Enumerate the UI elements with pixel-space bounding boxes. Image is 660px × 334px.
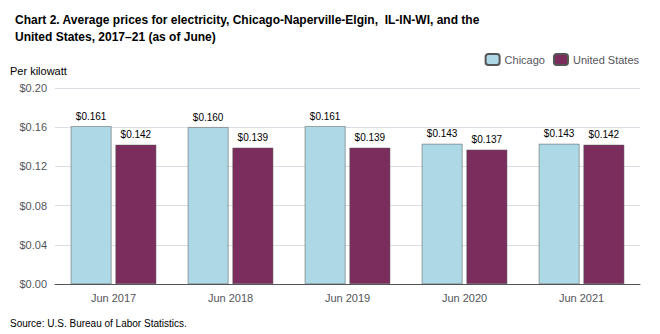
svg-text:United States: United States [573,54,640,66]
svg-text:$0.161: $0.161 [76,111,107,122]
svg-text:$0.160: $0.160 [193,112,224,123]
svg-text:United States, 2017–21 (as of: United States, 2017–21 (as of June) [15,30,216,44]
svg-text:Jun 2017: Jun 2017 [91,292,136,304]
svg-text:Jun 2021: Jun 2021 [559,292,604,304]
svg-text:$0.12: $0.12 [19,160,47,172]
svg-text:$0.142: $0.142 [121,129,152,140]
svg-text:$0.143: $0.143 [427,128,458,139]
svg-text:$0.137: $0.137 [472,134,503,145]
svg-text:$0.142: $0.142 [589,129,620,140]
svg-text:$0.08: $0.08 [19,200,47,212]
svg-text:$0.139: $0.139 [355,132,386,143]
svg-text:$0.20: $0.20 [19,82,47,94]
svg-text:Jun 2019: Jun 2019 [325,292,370,304]
svg-text:$0.143: $0.143 [544,128,575,139]
svg-text:$0.00: $0.00 [19,278,47,290]
svg-text:Chicago: Chicago [505,54,545,66]
svg-text:$0.161: $0.161 [310,111,341,122]
svg-text:$0.04: $0.04 [19,239,47,251]
svg-text:Source: U.S. Bureau of Labor S: Source: U.S. Bureau of Labor Statistics. [10,318,187,329]
svg-text:$0.139: $0.139 [238,132,269,143]
svg-text:Jun 2020: Jun 2020 [442,292,487,304]
svg-text:Per kilowatt: Per kilowatt [10,65,67,77]
svg-text:Chart 2. Average prices for el: Chart 2. Average prices for electricity,… [15,13,480,27]
svg-text:Jun 2018: Jun 2018 [208,292,253,304]
svg-text:$0.16: $0.16 [19,121,47,133]
